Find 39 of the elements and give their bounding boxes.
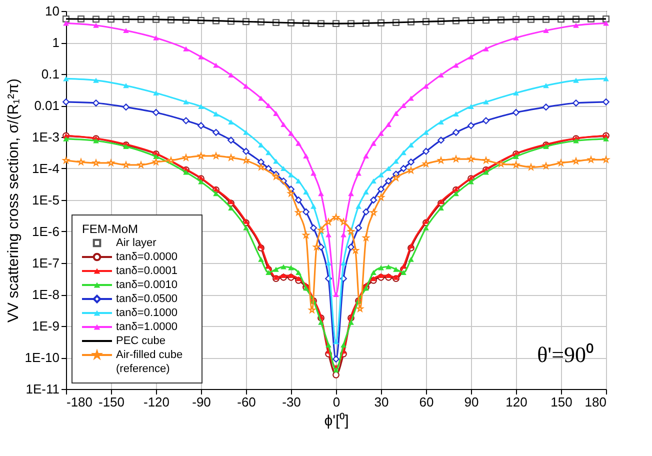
x-tick-label: 0 — [332, 394, 340, 410]
legend-label: Air layer — [116, 237, 157, 249]
y-tick-label: 1E-6 — [32, 224, 60, 239]
legend-label: tanδ=0.0001 — [116, 265, 178, 277]
legend-label: Air-filled cube (reference) — [116, 349, 183, 375]
x-tick-label: -60 — [237, 394, 256, 410]
x-tick-label: -180 — [66, 394, 93, 410]
legend-label: tanδ=0.0000 — [116, 251, 178, 263]
x-tick-label: -90 — [192, 394, 211, 410]
legend-label: PEC cube — [116, 335, 166, 347]
legend-label: tanδ=0.1000 — [116, 307, 178, 319]
legend-title: FEM-MoM — [82, 222, 138, 236]
x-tick-label: 180 — [584, 394, 606, 410]
x-tick-label: 150 — [550, 394, 572, 410]
x-tick-label: 90 — [464, 394, 479, 410]
y-tick-label: 1 — [52, 35, 60, 50]
y-tick-label: 0.1 — [41, 66, 60, 82]
legend-label: tanδ=0.0010 — [116, 279, 178, 291]
y-tick-label: 0.01 — [34, 98, 60, 113]
x-tick-label: -150 — [98, 394, 125, 410]
y-tick-label: 1E-8 — [32, 287, 60, 302]
y-tick-label: 1E-4 — [32, 161, 60, 176]
x-tick-label: -30 — [282, 394, 301, 410]
y-tick-label: 1E-9 — [32, 318, 60, 334]
x-tick-label: 60 — [419, 394, 434, 410]
y-tick-label: 1E-10 — [24, 350, 60, 365]
x-tick-label: 120 — [506, 394, 528, 410]
y-axis-title: VV scattering cross section, σ/(R₁²π) — [4, 78, 22, 322]
y-tick-label: 10 — [45, 4, 60, 18]
x-tick-label: 30 — [374, 394, 389, 410]
legend-label: tanδ=1.0000 — [116, 321, 178, 333]
annotation: θ'=90⁰ — [537, 342, 594, 367]
y-tick-label: 1E-3 — [32, 130, 60, 144]
y-tick-label: 1E-5 — [32, 192, 60, 208]
y-tick-label: 1E-7 — [32, 256, 60, 270]
y-tick-label: 1E-11 — [26, 382, 60, 396]
x-axis-title: ϕ'[⁰] — [324, 412, 349, 430]
x-tick-label: -120 — [143, 394, 170, 410]
legend-label: tanδ=0.0500 — [116, 293, 178, 305]
